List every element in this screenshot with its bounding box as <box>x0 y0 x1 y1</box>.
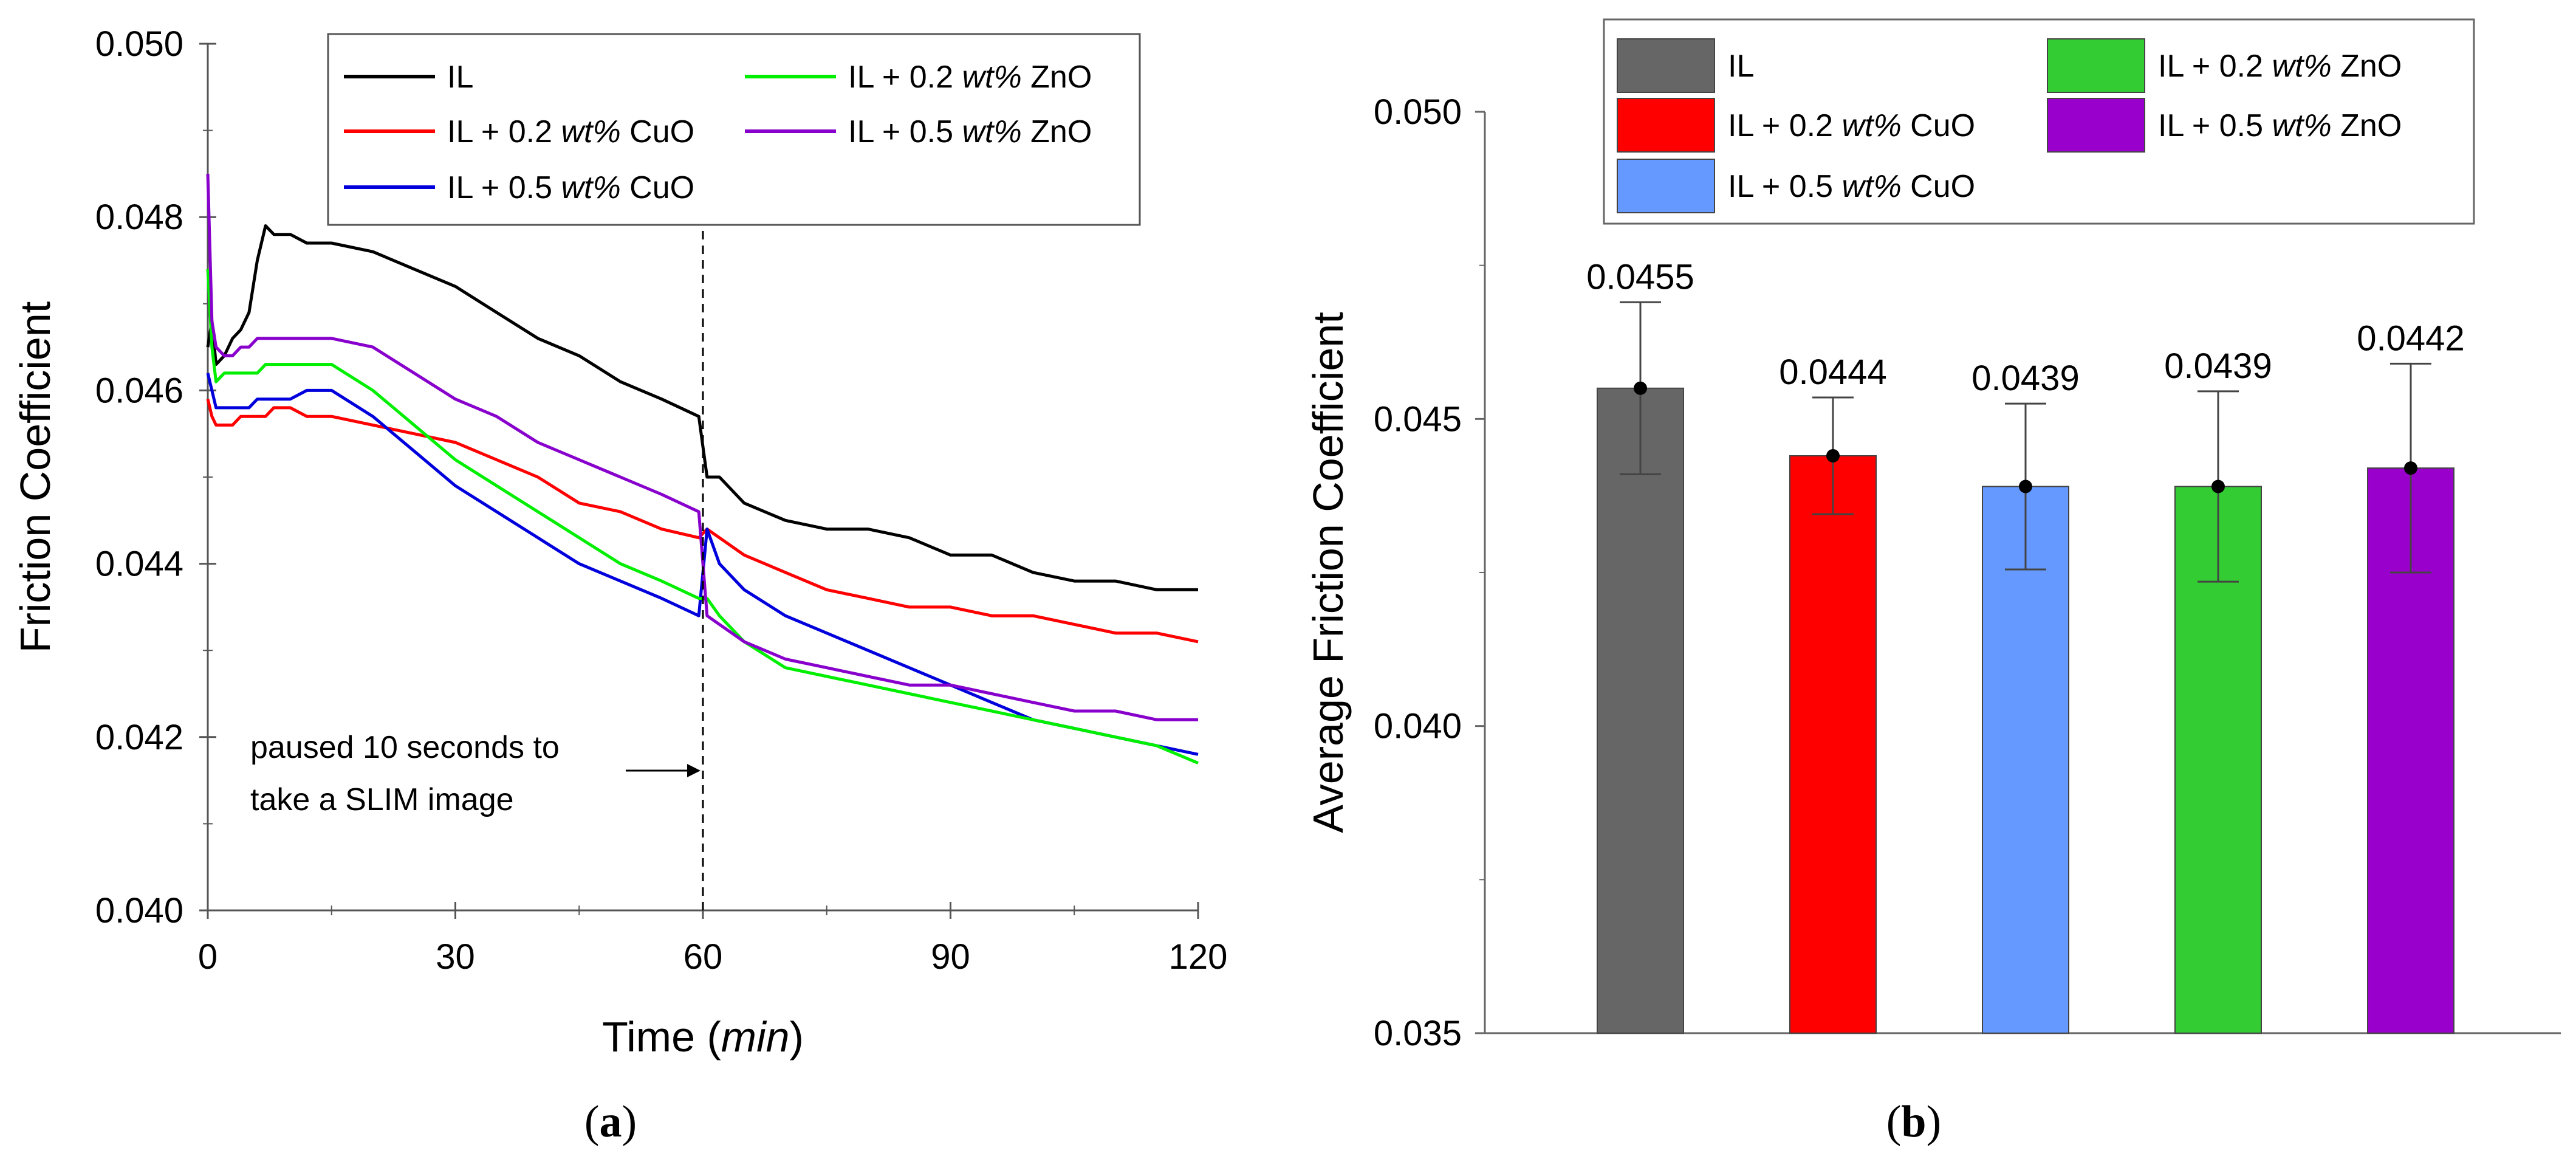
x-axis-title-suffix: ) <box>790 1013 804 1061</box>
legend-label-part: ZnO <box>1022 114 1092 150</box>
legend-swatch <box>2047 38 2145 93</box>
annotation-text-line-2: take a SLIM image <box>250 782 514 817</box>
series-line <box>206 399 1199 644</box>
axes: 0.040 0.042 0.044 0.046 0.048 0.050 0 30 60 90 120 <box>95 24 1228 977</box>
legend-label-part: IL <box>1728 49 1754 84</box>
value-label: 0.0455 <box>1586 257 1694 297</box>
panel-caption: (b) <box>1886 1097 1941 1147</box>
bars: 0.0455 0.0444 0.0439 0.0439 0.0442 <box>1586 257 2465 1034</box>
legend-label-part: CuO <box>1902 108 1975 143</box>
annotation-text-line-1: paused 10 seconds to <box>250 730 560 765</box>
y-axis-title: Friction Coefficient <box>12 301 59 653</box>
legend-label: IL + 0.5 wt% ZnO <box>2158 108 2402 143</box>
y-tick-label: 0.035 <box>1374 1014 1462 1053</box>
x-axis-title: Time (min) <box>602 1013 804 1061</box>
legend-swatch <box>2047 98 2145 153</box>
bar <box>1982 486 2069 1034</box>
x-tick-label: 90 <box>931 937 970 977</box>
y-tick-label: 0.045 <box>1374 399 1462 439</box>
series-line <box>206 173 1198 721</box>
annotation-arrowhead <box>687 764 701 777</box>
pause-annotation: paused 10 seconds to take a SLIM image <box>250 231 704 910</box>
legend-label-part: ZnO <box>2332 108 2402 143</box>
y-tick-label: 0.046 <box>95 371 183 410</box>
legend-label-part: IL + 0.5 <box>447 170 561 205</box>
legend-label: IL + 0.5 wt% ZnO <box>848 114 1092 150</box>
x-axis-title-prefix: Time ( <box>602 1013 721 1061</box>
value-label: 0.0439 <box>2164 346 2272 386</box>
legend-label-part: wt% <box>1841 108 1901 143</box>
legend-box <box>1603 18 2475 225</box>
legend-label-part: IL + 0.2 <box>848 60 962 95</box>
legend-label-part: wt% <box>1841 169 1901 204</box>
mean-marker <box>2019 480 2032 493</box>
legend-label-part: IL <box>447 60 473 95</box>
value-label: 0.0442 <box>2357 318 2464 358</box>
y-tick-label: 0.042 <box>95 718 183 757</box>
y-axis-title: Average Friction Coefficient <box>1304 312 1352 833</box>
legend-label: IL + 0.2 wt% CuO <box>447 114 694 150</box>
mean-marker <box>1826 449 1840 462</box>
y-tick-label: 0.040 <box>95 891 183 930</box>
x-tick-label: 0 <box>198 937 218 977</box>
y-tick-label: 0.044 <box>95 545 183 584</box>
x-tick-label: 30 <box>436 937 475 977</box>
legend-label: IL + 0.2 wt% CuO <box>1728 108 1975 143</box>
legend-label-part: wt% <box>561 170 620 205</box>
line-chart-panel: 0.040 0.042 0.044 0.046 0.048 0.050 0 30 60 90 120… <box>12 24 1227 1147</box>
legend-label: IL + 0.5 wt% CuO <box>447 170 694 205</box>
legend-label-part: wt% <box>2272 49 2331 84</box>
legend-label-part: IL + 0.2 <box>447 114 561 150</box>
legend-label: IL + 0.2 wt% ZnO <box>2158 49 2402 84</box>
legend-label-part: IL + 0.5 <box>1728 169 1841 204</box>
legend-label-part: CuO <box>621 114 694 150</box>
value-label: 0.0439 <box>1971 359 2079 398</box>
series-line <box>206 224 1198 591</box>
mean-marker <box>2404 461 2417 475</box>
legend-label-part: wt% <box>2272 108 2331 143</box>
panel-caption: (a) <box>584 1097 637 1147</box>
legend-label-part: wt% <box>561 114 620 150</box>
y-tick-label: 0.050 <box>95 24 183 64</box>
legend-label: IL <box>447 60 473 95</box>
series-line <box>206 269 1199 765</box>
legend-label-part: ZnO <box>2332 49 2402 84</box>
y-tick-label: 0.050 <box>1374 92 1462 132</box>
legend-label: IL + 0.2 wt% ZnO <box>848 60 1092 95</box>
value-label: 0.0444 <box>1779 352 1886 392</box>
legend-label-part: CuO <box>1902 169 1975 204</box>
legend-label-part: IL + 0.2 <box>2158 49 2272 84</box>
legend-label-part: wt% <box>962 60 1021 95</box>
y-tick-label: 0.040 <box>1374 707 1462 746</box>
bar <box>1597 387 1684 1034</box>
legend-swatch <box>1617 38 1715 93</box>
legend-swatch <box>1617 159 1715 213</box>
legend-label-part: IL + 0.5 <box>2158 108 2272 143</box>
panel-letter: b <box>1901 1097 1926 1147</box>
x-tick-label: 120 <box>1169 937 1228 977</box>
bar <box>1789 455 1877 1034</box>
legend-label-part: IL + 0.5 <box>848 114 962 150</box>
legend-label-part: CuO <box>621 170 694 205</box>
legend-label: IL + 0.5 wt% CuO <box>1728 169 1975 204</box>
legend-label-part: wt% <box>962 114 1021 150</box>
panel-letter: a <box>600 1097 622 1147</box>
y-tick-label: 0.048 <box>95 198 183 237</box>
legend-label-part: ZnO <box>1022 60 1092 95</box>
x-tick-label: 60 <box>683 937 723 977</box>
legend-box <box>327 33 1141 226</box>
mean-marker <box>1634 381 1647 395</box>
legend-swatch <box>1617 98 1715 153</box>
mean-marker <box>2211 480 2225 493</box>
series-lines <box>206 173 1199 765</box>
legend-label-part: IL + 0.2 <box>1728 108 1841 143</box>
x-axis-title-unit: min <box>721 1013 790 1061</box>
legend-label: IL <box>1728 49 1754 84</box>
